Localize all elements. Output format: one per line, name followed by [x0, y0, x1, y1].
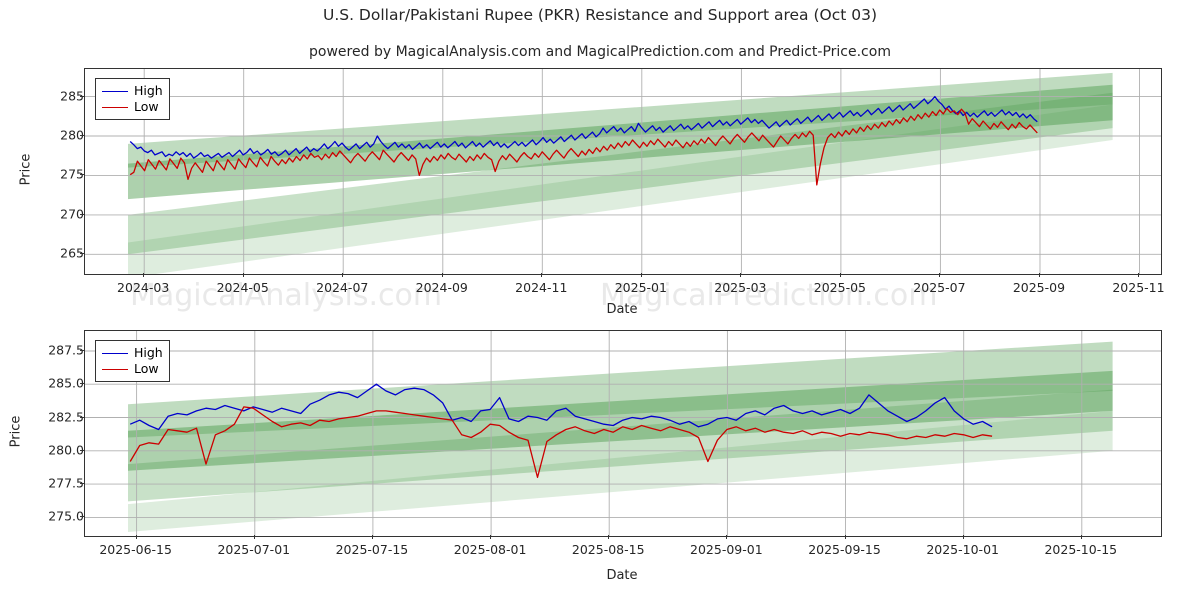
x-tick-label: 2025-10-15 — [1044, 542, 1118, 557]
x-tick-label: 2025-08-15 — [571, 542, 645, 557]
upper-chart-xlabel: Date — [606, 302, 638, 317]
x-tick-label: 2025-09-01 — [690, 542, 763, 557]
x-tick-mark — [143, 273, 145, 277]
x-tick-label: 2024-11 — [515, 280, 568, 295]
x-tick-mark — [726, 535, 728, 539]
y-tick-mark — [80, 349, 84, 351]
legend-entry-high: High — [102, 83, 163, 99]
x-tick-label: 2024-05 — [216, 280, 269, 295]
x-tick-mark — [371, 535, 373, 539]
legend-swatch-high — [102, 352, 128, 354]
x-tick-mark — [839, 273, 841, 277]
x-tick-mark — [608, 535, 610, 539]
x-tick-label: 2024-09 — [415, 280, 468, 295]
x-tick-mark — [342, 273, 344, 277]
legend-label-low: Low — [134, 361, 159, 376]
x-tick-mark — [1138, 273, 1140, 277]
y-tick-mark — [80, 383, 84, 385]
upper-chart-legend: High Low — [95, 78, 170, 120]
page-subtitle: powered by MagicalAnalysis.com and Magic… — [309, 44, 891, 60]
x-tick-label: 2025-06-15 — [99, 542, 172, 557]
x-tick-label: 2025-10-01 — [926, 542, 999, 557]
x-tick-mark — [441, 273, 443, 277]
y-tick-label: 275 — [60, 166, 84, 182]
y-tick-mark — [80, 135, 84, 137]
legend-label-high: High — [134, 345, 163, 360]
y-tick-mark — [80, 516, 84, 518]
x-tick-label: 2025-05 — [813, 280, 866, 295]
series-line-high — [129, 383, 993, 431]
y-tick-label: 277.5 — [48, 475, 84, 491]
x-tick-mark — [640, 273, 642, 277]
x-tick-label: 2025-08-01 — [453, 542, 527, 557]
legend-entry-high: High — [102, 345, 163, 361]
y-tick-label: 280.0 — [48, 442, 84, 458]
lower-chart-xlabel: Date — [606, 568, 638, 583]
x-tick-label: 2025-07-01 — [217, 542, 291, 557]
legend-entry-low: Low — [102, 361, 163, 377]
series-line-low — [129, 107, 1038, 186]
x-tick-label: 2025-07-15 — [335, 542, 409, 557]
x-tick-mark — [541, 273, 543, 277]
x-tick-label: 2025-01 — [614, 280, 667, 295]
y-tick-label: 285 — [60, 88, 84, 104]
y-tick-mark — [80, 253, 84, 255]
y-tick-label: 280 — [60, 127, 84, 143]
x-tick-mark — [253, 535, 255, 539]
x-tick-mark — [740, 273, 742, 277]
lower-chart-panel: 275.0 277.5 280.0 282.5 285.0 287.5 2025-06-1… — [0, 310, 1200, 600]
x-tick-label: 2025-09-15 — [808, 542, 881, 557]
lower-chart-legend: High Low — [95, 340, 170, 382]
x-tick-label: 2024-07 — [316, 280, 369, 295]
series-line-high — [129, 95, 1038, 159]
x-tick-mark — [1038, 273, 1040, 277]
x-tick-mark — [242, 273, 244, 277]
legend-swatch-low — [102, 106, 128, 108]
x-tick-mark — [135, 535, 137, 539]
x-tick-label: 2025-03 — [714, 280, 767, 295]
legend-label-high: High — [134, 83, 163, 98]
legend-entry-low: Low — [102, 99, 163, 115]
upper-chart-plot-area[interactable] — [84, 68, 1162, 275]
series-line-low — [129, 406, 993, 479]
y-tick-mark — [80, 213, 84, 215]
x-tick-mark — [490, 535, 492, 539]
legend-swatch-low — [102, 368, 128, 370]
band-core-band — [128, 84, 1113, 200]
x-tick-label: 2025-09 — [1012, 280, 1066, 295]
band-resistance-band — [128, 341, 1113, 438]
x-tick-mark — [1080, 535, 1082, 539]
y-tick-mark — [80, 483, 84, 485]
y-tick-mark — [80, 95, 84, 97]
x-tick-label: 2025-07 — [913, 280, 966, 295]
y-tick-label: 265 — [60, 245, 84, 261]
lower-chart-ylabel: Price — [8, 415, 24, 448]
upper-chart-ylabel: Price — [18, 153, 34, 186]
y-tick-mark — [80, 174, 84, 176]
x-tick-mark — [939, 273, 941, 277]
y-tick-label: 287.5 — [48, 342, 84, 358]
y-tick-label: 282.5 — [48, 409, 84, 425]
page-title: U.S. Dollar/Pakistani Rupee (PKR) Resist… — [322, 6, 878, 24]
lower-chart-plot-area[interactable] — [84, 330, 1162, 537]
y-tick-label: 275.0 — [48, 508, 84, 524]
x-tick-label: 2024-03 — [117, 280, 170, 295]
upper-chart-panel: 265 270 275 280 285 2024-03 2024-05 2024-07 202… — [18, 68, 1165, 317]
band-outer-support — [128, 410, 1113, 532]
x-tick-label: 2025-11 — [1112, 280, 1165, 295]
legend-swatch-high — [102, 90, 128, 92]
y-tick-mark — [80, 416, 84, 418]
y-tick-label: 270 — [60, 206, 84, 222]
legend-label-low: Low — [134, 99, 159, 114]
y-tick-mark — [80, 449, 84, 451]
x-tick-mark — [962, 535, 964, 539]
band-outer-support — [128, 104, 1113, 274]
y-tick-label: 285.0 — [48, 375, 84, 391]
band-mid-support — [128, 92, 1113, 255]
x-tick-mark — [844, 535, 846, 539]
